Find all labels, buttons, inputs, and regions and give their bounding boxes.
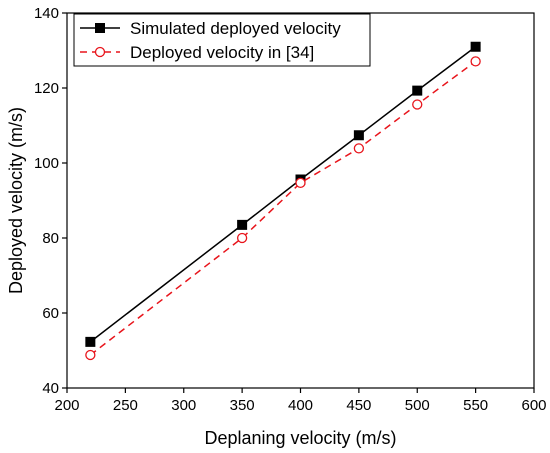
x-tick-label: 350 [230, 397, 255, 414]
series-1-point [85, 336, 96, 347]
series-1-point [470, 41, 481, 52]
series-2-line [89, 60, 477, 356]
y-axis-ticks: 40 60 80 100 120 140 [34, 5, 67, 397]
y-tick-label: 60 [42, 305, 59, 322]
x-tick-label: 500 [405, 397, 430, 414]
y-axis-label: Deployed velocity (m/s) [6, 107, 26, 294]
legend-item-2: Deployed velocity in [34] [80, 43, 314, 62]
legend-label: Simulated deployed velocity [130, 19, 341, 38]
series-1-line [89, 46, 477, 343]
x-tick-label: 250 [113, 397, 138, 414]
series-2-point [236, 232, 248, 244]
x-tick-label: 450 [346, 397, 371, 414]
y-tick-label: 140 [34, 5, 59, 22]
x-axis-ticks: 200 250 300 350 400 450 500 550 600 [54, 388, 547, 414]
x-tick-label: 400 [288, 397, 313, 414]
y-tick-label: 80 [42, 230, 59, 247]
legend: Simulated deployed velocity Deployed velo… [73, 13, 371, 67]
x-tick-label: 600 [521, 397, 546, 414]
legend-label: Deployed velocity in [34] [130, 43, 314, 62]
legend-item-1: Simulated deployed velocity [80, 19, 341, 38]
series-1-point [237, 219, 248, 230]
x-tick-label: 550 [463, 397, 488, 414]
series-2-point [353, 143, 365, 154]
legend-items: Simulated deployed velocity Deployed velo… [80, 19, 341, 62]
y-tick-label: 100 [34, 155, 59, 172]
x-tick-label: 300 [171, 397, 196, 414]
series-2 [85, 56, 481, 361]
x-tick-label: 200 [54, 397, 79, 414]
series-1 [85, 41, 481, 347]
legend-marker-swatch [94, 46, 106, 58]
y-tick-label: 40 [42, 380, 59, 397]
legend-marker-swatch [95, 23, 105, 33]
series-2-point [412, 99, 423, 110]
y-tick-label: 120 [34, 80, 59, 97]
series-1-point [353, 130, 364, 141]
series-layer [85, 41, 481, 361]
series-2-point [295, 177, 306, 189]
series-2-point [470, 56, 481, 67]
legend-box [73, 13, 371, 67]
series-2-point [85, 349, 96, 361]
series-1-point [412, 85, 423, 96]
x-axis-label: Deplaning velocity (m/s) [204, 428, 396, 448]
